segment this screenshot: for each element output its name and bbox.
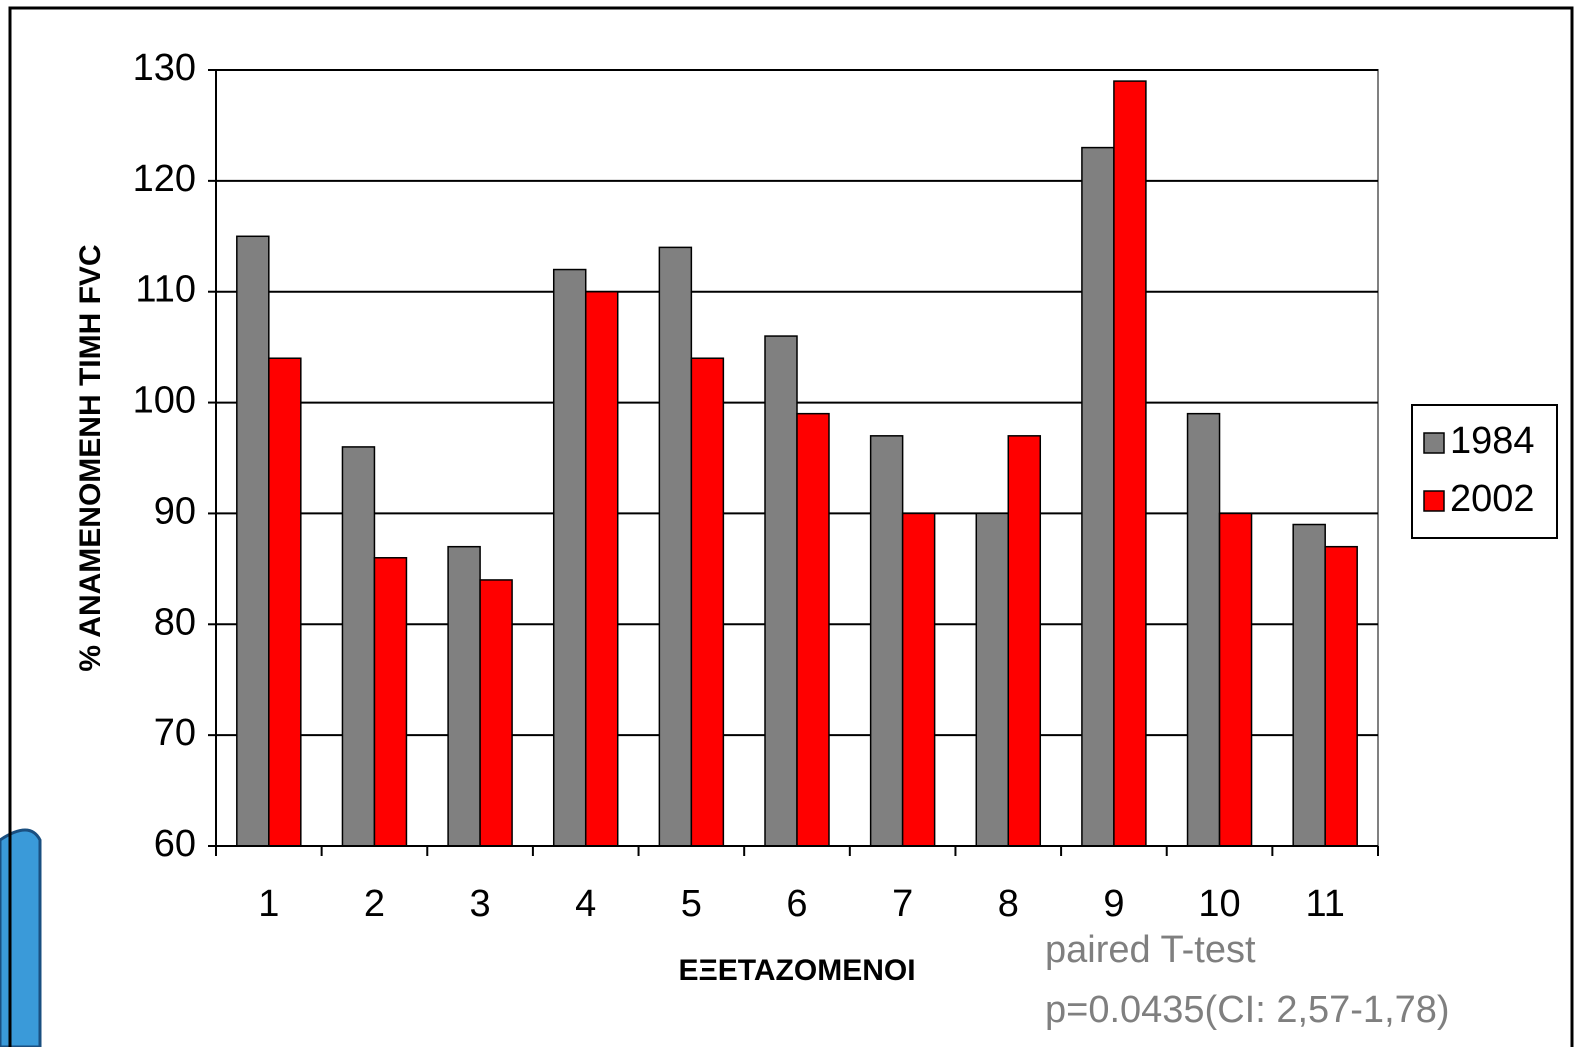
bar — [975, 512, 1010, 847]
y-tick-label: 60 — [154, 823, 196, 865]
decoration — [0, 828, 42, 1047]
x-tick-label: 10 — [1198, 883, 1240, 925]
x-tick-label: 3 — [470, 883, 491, 925]
bar — [1324, 545, 1358, 847]
x-tick-label: 5 — [681, 883, 702, 925]
bar — [447, 545, 481, 847]
y-tick-label: 90 — [154, 490, 196, 532]
bar — [1218, 512, 1253, 847]
y-tick-label: 80 — [154, 601, 196, 643]
y-tick-label: 120 — [133, 158, 196, 200]
x-tick-label: 7 — [892, 883, 913, 925]
bar — [1081, 146, 1115, 847]
bar — [658, 246, 693, 847]
bar — [764, 335, 798, 847]
bar — [796, 412, 830, 847]
bar — [690, 357, 725, 847]
bar — [1292, 523, 1326, 847]
legend-label: 1984 — [1450, 420, 1535, 462]
x-tick-label: 11 — [1305, 883, 1344, 925]
x-tick-label: 9 — [1103, 883, 1124, 925]
bar — [901, 512, 936, 847]
y-tick-label: 70 — [154, 712, 196, 754]
x-tick-label: 6 — [786, 883, 807, 925]
x-tick-label: 1 — [258, 883, 279, 925]
legend-swatch — [1423, 432, 1445, 454]
legend-swatch — [1423, 490, 1445, 512]
bar — [1113, 80, 1147, 847]
bar — [341, 446, 376, 847]
bar — [584, 290, 619, 847]
x-tick-label: 8 — [998, 883, 1019, 925]
y-tick-label: 130 — [133, 47, 196, 89]
x-tick-label: 2 — [364, 883, 385, 925]
bar — [869, 435, 904, 847]
bar — [1186, 412, 1221, 847]
frame — [8, 6, 1574, 1047]
bar — [1007, 435, 1042, 847]
annotation: paired T-test — [1045, 929, 1256, 971]
bar — [268, 357, 302, 847]
bar — [479, 579, 513, 847]
legend-box — [1411, 404, 1558, 539]
x-tick-label: 4 — [575, 883, 596, 925]
y-tick-label: 100 — [133, 380, 196, 422]
annotation: p=0.0435(CI: 2,57-1,78) — [1045, 989, 1450, 1031]
y-tick-label: 110 — [135, 269, 196, 311]
x-axis-title: ΕΞΕΤΑΖΟΜΕΝΟΙ — [678, 954, 915, 987]
y-axis-title: % ΑΝΑΜΕΝΟΜΕΝΗ ΤΙΜΗ FVC — [74, 244, 107, 671]
bar — [236, 235, 270, 847]
bar — [552, 268, 587, 847]
bar — [373, 557, 408, 847]
legend-label: 2002 — [1450, 478, 1535, 520]
